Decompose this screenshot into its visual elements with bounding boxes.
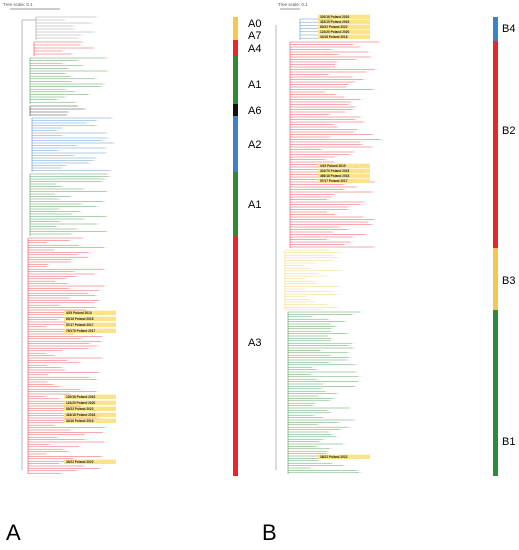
highlight-box: [64, 412, 116, 417]
highlighted-taxon-label: 57/17 Poland 2017: [66, 323, 94, 327]
highlighted-taxon-label: 416/15 Poland 2015: [320, 20, 349, 24]
highlight-box: [318, 29, 370, 34]
panel-a-clade-bars: A0 A7 A4 A1 A6 A2 A1 A3: [233, 17, 261, 476]
highlight-box: [318, 173, 370, 178]
highlight-box: [64, 400, 116, 405]
clade-label-a1-top: A1: [248, 79, 261, 91]
highlight-box: [64, 394, 116, 399]
highlight-box: [64, 310, 116, 315]
clade-bar-a3: [233, 236, 238, 476]
clade-label-b4: B4: [502, 23, 515, 35]
highlight-box: [318, 163, 370, 168]
clade-bar-b3: [493, 248, 498, 310]
highlight-box: [318, 19, 370, 24]
clade-label-a2: A2: [248, 139, 261, 151]
highlighted-taxon-label: 466/18 Poland 2018: [320, 174, 349, 178]
highlight-box: [318, 14, 370, 19]
clade-bar-a7: [233, 31, 238, 40]
highlight-box: [318, 178, 370, 183]
highlighted-taxon-label: 80/22 Poland 2022: [320, 25, 348, 29]
highlighted-taxon-label: 418/18 Poland 2018: [66, 413, 95, 417]
clade-label-a4: A4: [248, 43, 261, 55]
clade-label-a7: A7: [248, 30, 261, 42]
highlighted-taxon-label: 34/16 Poland 2016: [66, 419, 94, 423]
clade-bar-b2: [493, 41, 498, 248]
clade-bar-b1: [493, 310, 498, 476]
highlight-box: [64, 322, 116, 327]
highlighted-taxon-label: 89/22 Poland 2022: [66, 407, 94, 411]
highlighted-taxon-label: 3/15 Poland 2015: [320, 164, 346, 168]
clade-bar-a2: [233, 116, 238, 172]
highlight-box: [64, 418, 116, 423]
clade-bar-b4: [493, 17, 498, 41]
highlight-box: [318, 454, 370, 459]
highlighted-taxon-label: 124/20 Poland 2020: [320, 30, 349, 34]
highlight-box: [64, 316, 116, 321]
clade-bar-a0: [233, 17, 238, 31]
highlighted-taxon-label: 120/16 Poland 2016: [66, 395, 95, 399]
clade-label-a1-bottom: A1: [248, 199, 261, 211]
panel-b-leaf-labels: [302, 18, 383, 473]
highlighted-taxon-label: 38/22 Poland 2022: [320, 455, 348, 459]
highlighted-taxon-label: 57/17 Poland 2017: [320, 179, 348, 183]
highlighted-taxon-label: 4/19 Poland 2019: [66, 311, 92, 315]
panel-a-tree-scale: Tree scale: 0.1: [3, 2, 33, 7]
panel-a-letter: A: [6, 520, 21, 545]
panel-a-leaf-labels: [45, 16, 117, 474]
highlight-box: [64, 406, 116, 411]
clade-bar-a1-top: [233, 56, 238, 104]
highlight-box: [64, 459, 116, 464]
highlight-box: [318, 24, 370, 29]
highlighted-taxon-label: 301/70 Poland 2015: [320, 169, 349, 173]
highlighted-taxon-label: 34/18 Poland 2018: [320, 35, 348, 39]
clade-label-b2: B2: [502, 125, 515, 137]
panel-b-letter: B: [262, 520, 277, 545]
panel-b-clade-bars: B4 B2 B3 B1: [493, 17, 515, 476]
clade-bar-a6: [233, 104, 238, 116]
highlighted-taxon-label: 124/20 Poland 2020: [66, 401, 95, 405]
panel-b-tree-scale: Tree scale: 0.1: [278, 2, 308, 7]
highlighted-taxon-label: 320/16 Poland 2016: [320, 15, 349, 19]
panel-a-highlights: 4/19 Poland 2019 60/16 Poland 2016 57/17 P…: [64, 310, 116, 464]
panel-b-branches: [275, 18, 380, 474]
highlighted-taxon-label: 60/16 Poland 2016: [66, 317, 94, 321]
clade-label-b3: B3: [502, 275, 515, 287]
clade-label-a3: A3: [248, 337, 261, 349]
clade-bar-a1-bottom: [233, 172, 238, 236]
panel-a-branches: [21, 16, 114, 474]
highlight-box: [64, 328, 116, 333]
highlighted-taxon-label: 38/22 Poland 2022: [66, 460, 94, 464]
highlight-box: [318, 34, 370, 39]
clade-label-a6: A6: [248, 105, 261, 117]
panel-a-tree: Tree scale: 0.1 4/19 Poland 2019 60/16 Po…: [3, 2, 261, 545]
clade-bar-a4: [233, 40, 238, 56]
clade-label-a0: A0: [248, 18, 261, 30]
highlight-box: [318, 168, 370, 173]
panel-b-tree: Tree scale: 0.1 320/16 Poland 2016416/15…: [262, 2, 515, 545]
clade-label-b1: B1: [502, 436, 515, 448]
highlighted-taxon-label: 76/170 Poland 2017: [66, 329, 95, 333]
